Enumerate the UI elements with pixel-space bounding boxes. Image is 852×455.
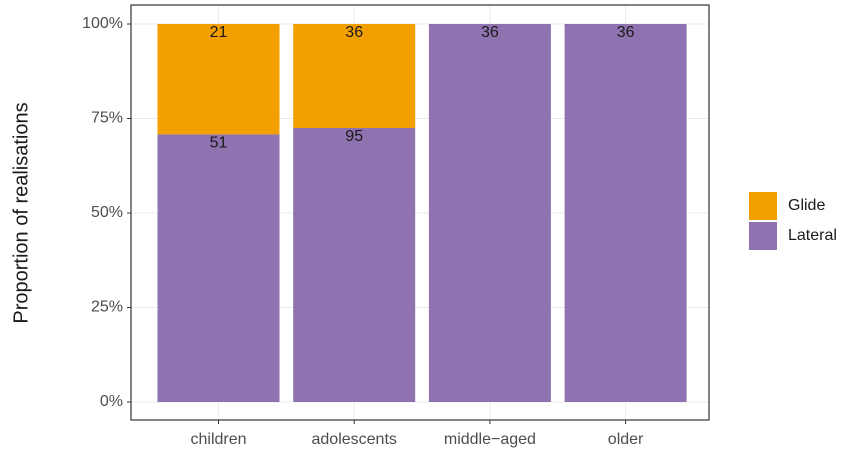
data-label: 36 [481,24,499,41]
data-label: 36 [617,24,635,41]
bar-segment [293,127,416,402]
y-tick-label: 25% [91,299,123,316]
bar-segment [157,24,280,135]
bar-segment [428,24,551,402]
bar-segment [564,24,687,402]
y-tick-label: 100% [82,15,123,32]
legend-swatch [749,222,777,250]
legend-swatch [749,192,777,220]
x-tick-label: adolescents [312,431,397,448]
x-tick-label: middle−aged [444,431,536,448]
x-tick-label: children [190,431,246,448]
x-tick-label: older [608,431,644,448]
bar-segment [293,24,416,128]
y-tick-label: 75% [91,110,123,127]
y-axis-title: Proportion of realisations [10,102,32,323]
data-label: 21 [210,24,228,41]
legend-label: Glide [788,197,825,214]
y-tick-label: 0% [100,393,123,410]
panel-border [130,4,710,421]
data-label: 36 [345,24,363,41]
data-label: 95 [345,128,363,145]
legend-label: Lateral [788,227,837,244]
y-tick-label: 50% [91,204,123,221]
data-label: 51 [210,135,228,152]
bar-segment [157,134,280,402]
